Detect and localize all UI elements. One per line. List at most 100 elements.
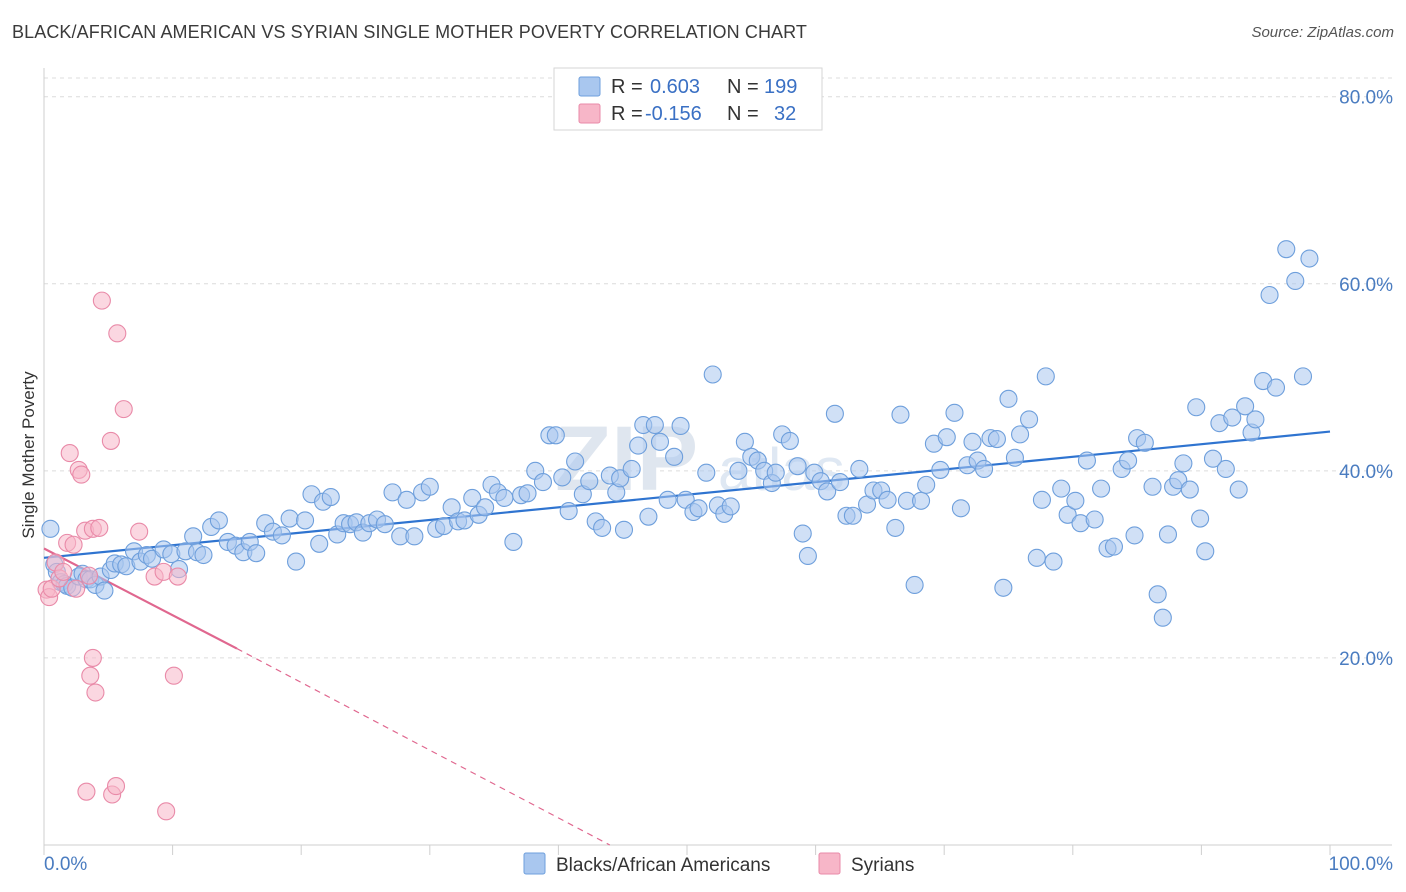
data-point-blacks: [95, 581, 114, 600]
data-point-blacks: [463, 488, 482, 508]
data-point-blacks: [697, 463, 716, 482]
data-point-blacks: [999, 389, 1018, 408]
x-tick-label: 100.0%: [1329, 854, 1394, 875]
legend-n-value-1: 32: [774, 103, 796, 125]
data-point-blacks: [735, 432, 754, 451]
x-tick-label: 0.0%: [44, 854, 87, 875]
data-point-syrians: [101, 431, 120, 450]
data-point-syrians: [130, 522, 149, 541]
trend-line-syrians-extension: [236, 648, 611, 846]
data-point-syrians: [168, 567, 187, 586]
data-point-blacks: [850, 459, 869, 479]
data-point-blacks: [593, 518, 612, 537]
data-point-blacks: [818, 482, 837, 501]
data-point-blacks: [825, 404, 844, 423]
data-point-blacks: [1187, 398, 1206, 417]
data-point-blacks: [1196, 542, 1215, 561]
data-point-blacks: [1260, 285, 1279, 305]
data-point-blacks: [912, 491, 931, 510]
data-point-syrians: [92, 291, 111, 310]
data-point-blacks: [1044, 552, 1063, 571]
legend-r-label-0: R =: [611, 76, 643, 98]
data-point-syrians: [54, 562, 73, 581]
data-point-blacks: [476, 498, 495, 517]
data-point-blacks: [1277, 240, 1296, 259]
data-point-syrians: [106, 777, 126, 796]
data-point-blacks: [951, 499, 970, 518]
data-point-blacks: [1216, 459, 1235, 479]
data-point-blacks: [1058, 505, 1077, 524]
data-point-blacks: [975, 459, 994, 479]
data-point-blacks: [963, 432, 982, 451]
data-point-syrians: [86, 683, 105, 702]
data-point-blacks: [1180, 480, 1199, 499]
data-point-blacks: [495, 488, 514, 508]
legend-swatch-blue: [578, 76, 601, 97]
data-point-blacks: [658, 490, 677, 509]
data-point-syrians: [60, 444, 79, 463]
data-point-blacks: [559, 502, 578, 521]
source-label: Source: ZipAtlas.com: [1251, 24, 1394, 41]
data-point-syrians: [83, 648, 102, 667]
data-point-blacks: [1032, 490, 1051, 509]
bottom-legend-label-blue: Blacks/African Americans: [556, 855, 770, 876]
data-point-blacks: [665, 447, 684, 466]
data-point-blacks: [296, 511, 315, 530]
data-point-blacks: [280, 509, 299, 528]
data-point-blacks: [766, 463, 785, 482]
data-point-blacks: [886, 518, 905, 537]
data-point-blacks: [272, 526, 291, 545]
data-point-blacks: [937, 428, 956, 447]
data-point-blacks: [546, 426, 565, 445]
data-point-blacks: [1143, 477, 1162, 496]
data-point-syrians: [108, 324, 127, 343]
data-point-blacks: [1236, 397, 1255, 416]
data-point-blacks: [721, 497, 740, 516]
data-point-blacks: [566, 452, 585, 471]
data-point-blacks: [580, 472, 599, 491]
data-point-blacks: [375, 515, 394, 534]
data-point-blacks: [729, 461, 748, 480]
data-point-syrians: [79, 566, 99, 585]
data-point-blacks: [1191, 509, 1210, 528]
data-point-blacks: [931, 460, 950, 479]
data-point-blacks: [622, 459, 641, 479]
data-point-blacks: [504, 532, 523, 551]
data-point-blacks: [184, 527, 203, 546]
data-point-blacks: [1077, 451, 1096, 470]
data-point-syrians: [114, 400, 133, 419]
data-point-blacks: [194, 545, 213, 565]
data-point-blacks: [891, 405, 910, 424]
data-point-blacks: [793, 524, 812, 543]
data-point-blacks: [1286, 271, 1305, 291]
data-point-blacks: [1266, 378, 1286, 397]
legend-swatch-pink: [578, 103, 601, 124]
data-point-blacks: [945, 403, 964, 422]
data-point-blacks: [614, 520, 634, 539]
x-tick-labels: 0.0% 100.0%: [44, 854, 1393, 875]
data-point-blacks: [287, 552, 306, 571]
data-point-blacks: [639, 507, 658, 526]
data-point-syrians: [64, 535, 83, 554]
data-point-blacks: [383, 483, 402, 502]
data-point-blacks: [878, 490, 897, 509]
data-point-blacks: [533, 473, 553, 492]
data-point-blacks: [1066, 491, 1085, 510]
y-tick-label: 80.0%: [1339, 88, 1393, 109]
data-point-blacks: [405, 527, 424, 546]
data-point-blacks: [321, 487, 340, 507]
y-axis-label: Single Mother Poverty: [19, 371, 38, 539]
data-point-blacks: [1027, 548, 1046, 567]
data-point-blacks: [830, 473, 850, 492]
trend-line-syrians: [43, 547, 238, 650]
series-blacks-points: [41, 240, 1319, 627]
data-point-blacks: [1119, 451, 1138, 470]
legend-r-value-0: 0.603: [650, 76, 700, 98]
data-point-blacks: [1153, 608, 1172, 627]
data-point-blacks: [1174, 454, 1193, 473]
data-point-blacks: [650, 432, 670, 451]
data-point-blacks: [397, 490, 416, 509]
data-point-syrians: [67, 579, 86, 598]
series-legend: Blacks/African Americans Syrians: [523, 852, 914, 876]
data-point-blacks: [1052, 479, 1071, 498]
